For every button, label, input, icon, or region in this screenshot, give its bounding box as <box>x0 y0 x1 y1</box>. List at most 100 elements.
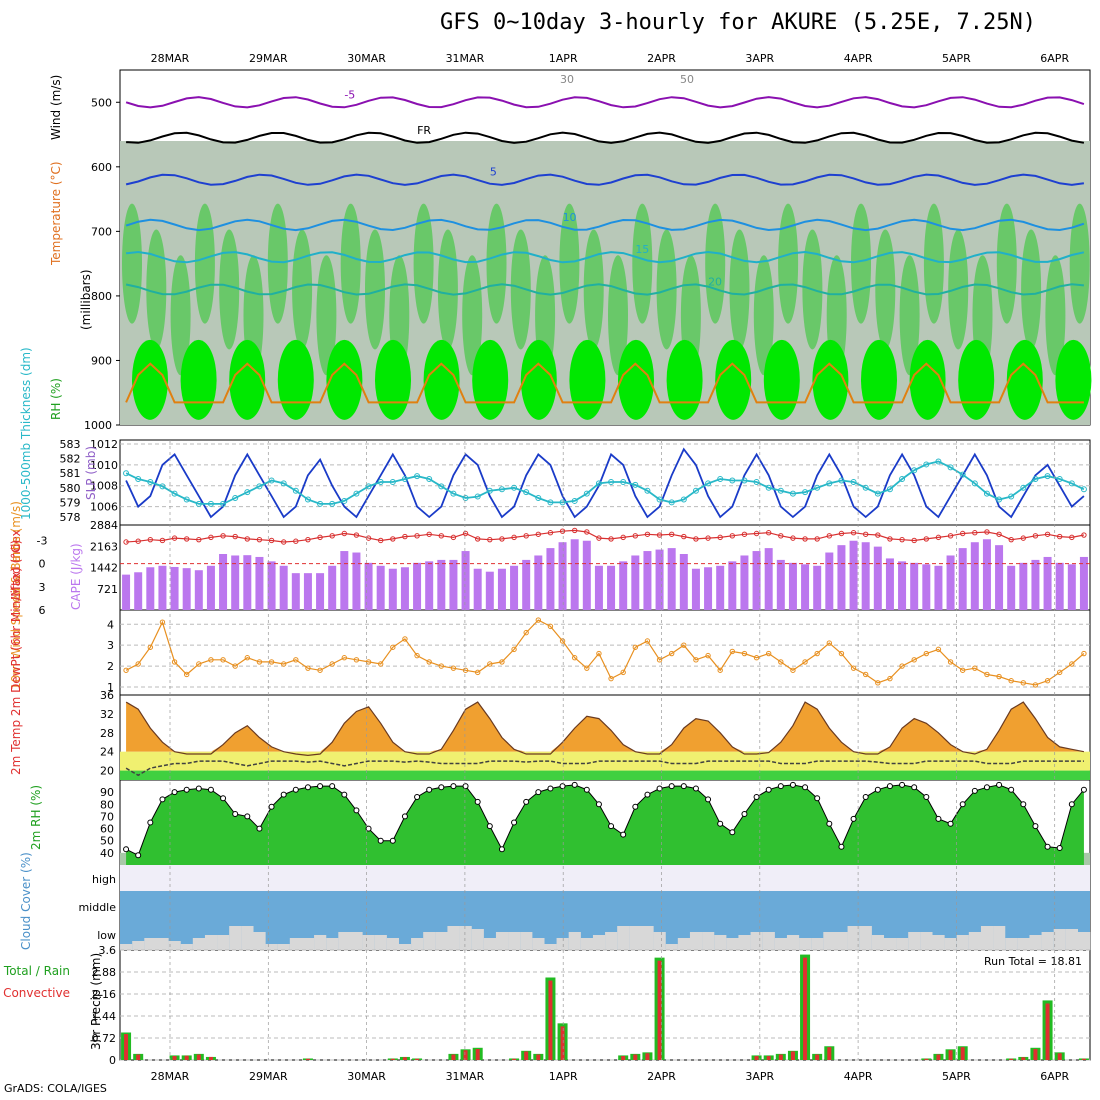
data-point <box>850 815 857 822</box>
data-point <box>474 798 481 805</box>
rh-shade-mid <box>753 255 774 376</box>
data-point <box>935 815 942 822</box>
data-point <box>1044 473 1051 480</box>
data-point <box>983 490 990 497</box>
convective-bar <box>451 1054 456 1060</box>
data-point <box>135 661 141 667</box>
cloud-low-bar <box>1029 935 1042 950</box>
cloud-level-label: high <box>92 873 116 886</box>
data-point <box>195 500 202 507</box>
cloud-low-bar <box>411 938 424 950</box>
y-tick-label: 70 <box>100 810 114 823</box>
rh-shade-high <box>715 339 752 420</box>
data-point <box>705 652 711 659</box>
cape-bar <box>837 545 846 610</box>
cape-bar <box>231 555 240 610</box>
data-point <box>802 536 808 542</box>
rh-shade-high <box>861 339 897 420</box>
cloud-low-bar <box>956 935 969 950</box>
data-point <box>644 487 651 494</box>
cloud-low-bar <box>653 932 666 950</box>
y-tick-label: 4 <box>107 618 114 631</box>
data-point <box>923 650 930 657</box>
data-point <box>329 533 335 539</box>
cloud-low-bar <box>714 935 727 950</box>
cape-bar <box>1031 559 1040 610</box>
data-point <box>899 476 906 483</box>
cape-bar <box>473 568 482 610</box>
y-tick-label: 80 <box>100 798 114 811</box>
convective-bar <box>1033 1049 1038 1060</box>
y-tick-label: 40 <box>100 847 114 860</box>
cloud-low-bar <box>774 938 788 950</box>
data-point <box>402 636 408 642</box>
data-point <box>123 667 129 673</box>
cape-bar <box>691 568 700 610</box>
date-label-bottom: 31MAR <box>446 1070 485 1083</box>
cape-bar <box>388 568 397 610</box>
data-point <box>911 657 917 663</box>
y-tick-label-right: 2884 <box>90 519 118 532</box>
data-point <box>947 659 954 665</box>
rh-shade-mid <box>1069 203 1090 324</box>
cape-bar <box>510 565 519 610</box>
rh-shade-high <box>569 339 606 420</box>
data-point <box>498 846 505 853</box>
cape-bar <box>122 574 131 610</box>
data-point <box>571 497 578 504</box>
cape-bar <box>958 548 967 610</box>
data-point <box>171 789 178 796</box>
cloud-low-bar <box>1053 929 1066 950</box>
rh-shade-high <box>958 339 995 420</box>
convective-bar <box>1009 1058 1014 1060</box>
rh-shade-mid <box>729 229 750 350</box>
cape-bar <box>801 564 810 610</box>
data-point <box>595 801 602 808</box>
y-tick-label: 600 <box>91 161 112 174</box>
cape-bar <box>716 565 725 610</box>
cloud-low-bar <box>326 938 339 950</box>
cape-bar <box>934 565 943 610</box>
data-point <box>280 661 287 667</box>
data-point <box>147 644 154 650</box>
data-point <box>280 791 287 798</box>
data-point <box>401 813 408 820</box>
date-label-bottom: 2APR <box>647 1070 676 1083</box>
data-point <box>729 829 736 836</box>
data-point <box>414 652 420 659</box>
data-point <box>486 487 493 494</box>
cloud-low-bar <box>217 935 230 950</box>
data-point <box>511 819 518 826</box>
data-point <box>523 798 530 805</box>
cape-bar <box>788 562 797 610</box>
date-label-bottom: 29MAR <box>249 1070 288 1083</box>
convective-bar <box>1045 1003 1050 1060</box>
cloud-low-bar <box>423 932 436 950</box>
data-point <box>426 659 432 665</box>
data-point <box>1044 678 1051 684</box>
data-point <box>207 786 214 793</box>
data-point <box>753 655 760 661</box>
data-point <box>838 530 845 537</box>
cape-bar <box>340 551 349 610</box>
y-tick-label-left: 578 <box>60 511 81 524</box>
rh-shade-mid <box>948 229 969 350</box>
cloud-low-bar <box>811 938 824 950</box>
temperature-contour <box>125 173 1085 186</box>
data-point <box>656 496 663 503</box>
cape-bar <box>146 567 155 610</box>
cape-bar <box>303 573 312 610</box>
cloud-low-bar <box>301 938 315 950</box>
data-point <box>875 680 881 686</box>
y-tick-label-right: 1442 <box>90 562 118 575</box>
cloud-low-bar <box>1065 929 1079 950</box>
data-point <box>499 659 505 665</box>
data-point <box>838 843 845 850</box>
data-point <box>402 533 408 540</box>
cloud-low-bar <box>471 929 484 950</box>
cloud-low-bar <box>556 938 569 950</box>
data-point <box>208 534 214 541</box>
data-point <box>595 480 602 487</box>
convective-bar <box>948 1050 953 1060</box>
